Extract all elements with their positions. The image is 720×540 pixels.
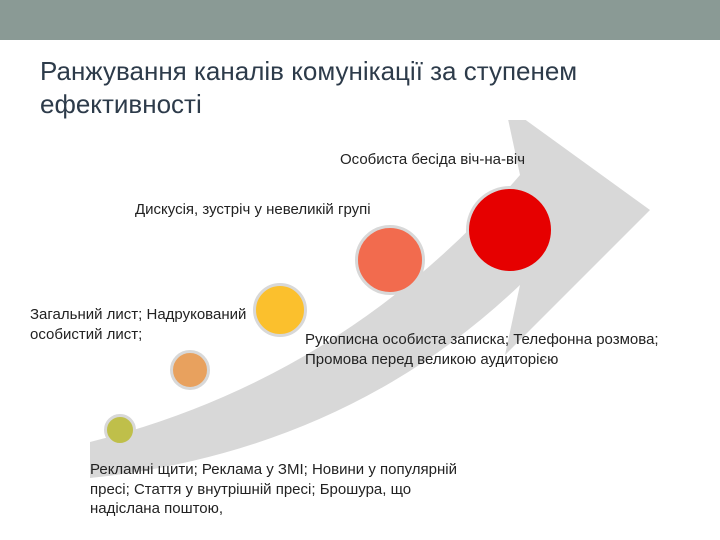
rank-label-5: Особиста бесіда віч-на-віч (340, 150, 640, 170)
rank-label-2: Загальний лист; Надрукований особистий л… (30, 305, 250, 344)
rank-circle-2 (170, 350, 210, 390)
arrow-diagram: Рекламні щити; Реклама у ЗМІ; Новини у п… (40, 120, 690, 520)
header-bar (0, 0, 720, 40)
rank-circle-5 (466, 186, 554, 274)
rank-label-3: Рукописна особиста записка; Телефонна ро… (305, 330, 665, 369)
rank-circle-1 (104, 414, 136, 446)
rank-label-1: Рекламні щити; Реклама у ЗМІ; Новини у п… (90, 460, 470, 519)
rank-circle-3 (253, 283, 307, 337)
slide: Ранжування каналів комунікації за ступен… (0, 0, 720, 540)
rank-circle-4 (355, 225, 425, 295)
slide-title: Ранжування каналів комунікації за ступен… (40, 55, 660, 120)
rank-label-4: Дискусія, зустріч у невеликій групі (135, 200, 415, 220)
